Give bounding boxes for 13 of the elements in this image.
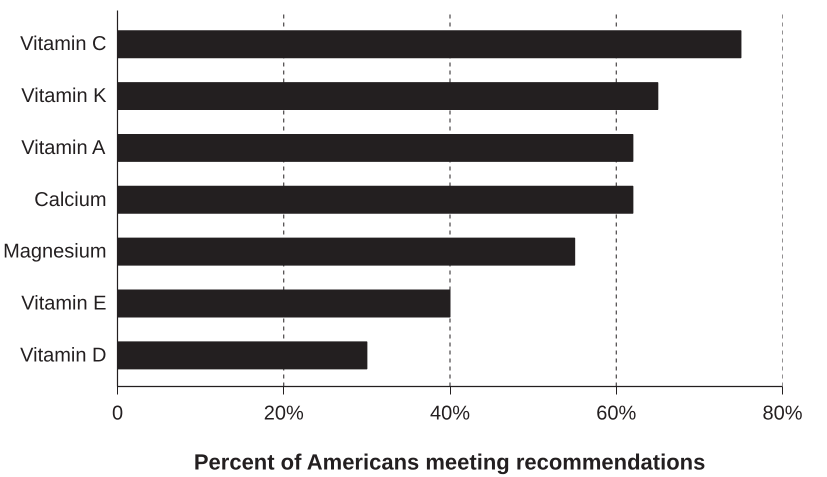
- y-tick-label: Vitamin E: [21, 292, 107, 315]
- y-tick-label: Calcium: [34, 188, 107, 211]
- x-tick-label: 40%: [430, 402, 470, 424]
- x-axis-title: Percent of Americans meeting recommendations: [194, 450, 706, 474]
- y-tick-label: Vitamin K: [21, 85, 108, 108]
- x-tick-label: 60%: [596, 402, 636, 424]
- x-tick-label: 0: [112, 402, 124, 424]
- y-tick-label: Vitamin D: [20, 344, 106, 366]
- y-tick-label: Vitamin C: [20, 33, 106, 56]
- y-tick-label: Magnesium: [3, 240, 107, 263]
- x-tick-label: 80%: [762, 402, 803, 424]
- x-tick-label: 20%: [264, 402, 304, 424]
- y-tick-label: Vitamin A: [21, 136, 106, 159]
